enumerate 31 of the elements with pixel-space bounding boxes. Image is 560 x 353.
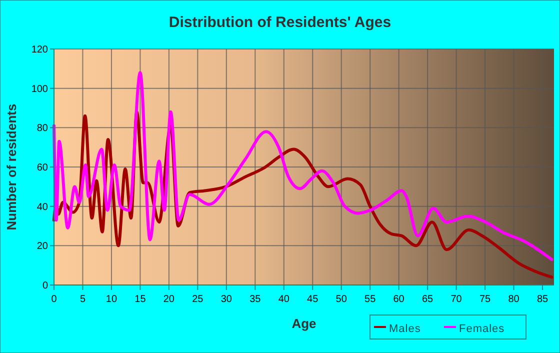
x-tick-label: 85 <box>536 294 549 305</box>
x-tick-label: 30 <box>220 294 232 305</box>
x-tick-label: 55 <box>364 294 376 305</box>
x-tick-label: 75 <box>479 294 492 305</box>
y-tick-label: 80 <box>36 123 48 134</box>
x-tick-label: 65 <box>422 294 434 305</box>
x-tick-label: 40 <box>278 294 290 305</box>
x-tick-label: 5 <box>80 294 86 305</box>
x-tick-label: 80 <box>508 294 520 305</box>
x-tick-label: 15 <box>134 294 146 305</box>
y-tick-label: 0 <box>42 280 48 292</box>
x-tick-label: 20 <box>163 294 175 305</box>
x-tick-label: 70 <box>450 294 462 305</box>
x-tick-label: 25 <box>192 294 204 305</box>
legend-label: Females <box>459 323 505 335</box>
x-axis-title: Age <box>292 316 316 331</box>
x-tick-label: 50 <box>336 294 348 305</box>
y-tick-label: 120 <box>31 44 48 56</box>
line-series <box>52 71 554 261</box>
chart-title: Distribution of Residents' Ages <box>168 14 392 31</box>
legend-label: Males <box>389 323 421 335</box>
x-tick-label: 10 <box>106 294 118 305</box>
y-tick-label: 20 <box>36 241 48 252</box>
y-tick-label: 60 <box>36 162 48 174</box>
x-tick-label: 35 <box>250 294 262 305</box>
x-tick-label: 60 <box>393 294 405 305</box>
y-axis-title: Number of residents <box>4 104 19 230</box>
y-tick-label: 40 <box>36 202 48 213</box>
x-tick-label: 0 <box>51 294 58 305</box>
y-tick-label: 100 <box>31 84 48 95</box>
x-tick-label: 45 <box>307 294 319 305</box>
